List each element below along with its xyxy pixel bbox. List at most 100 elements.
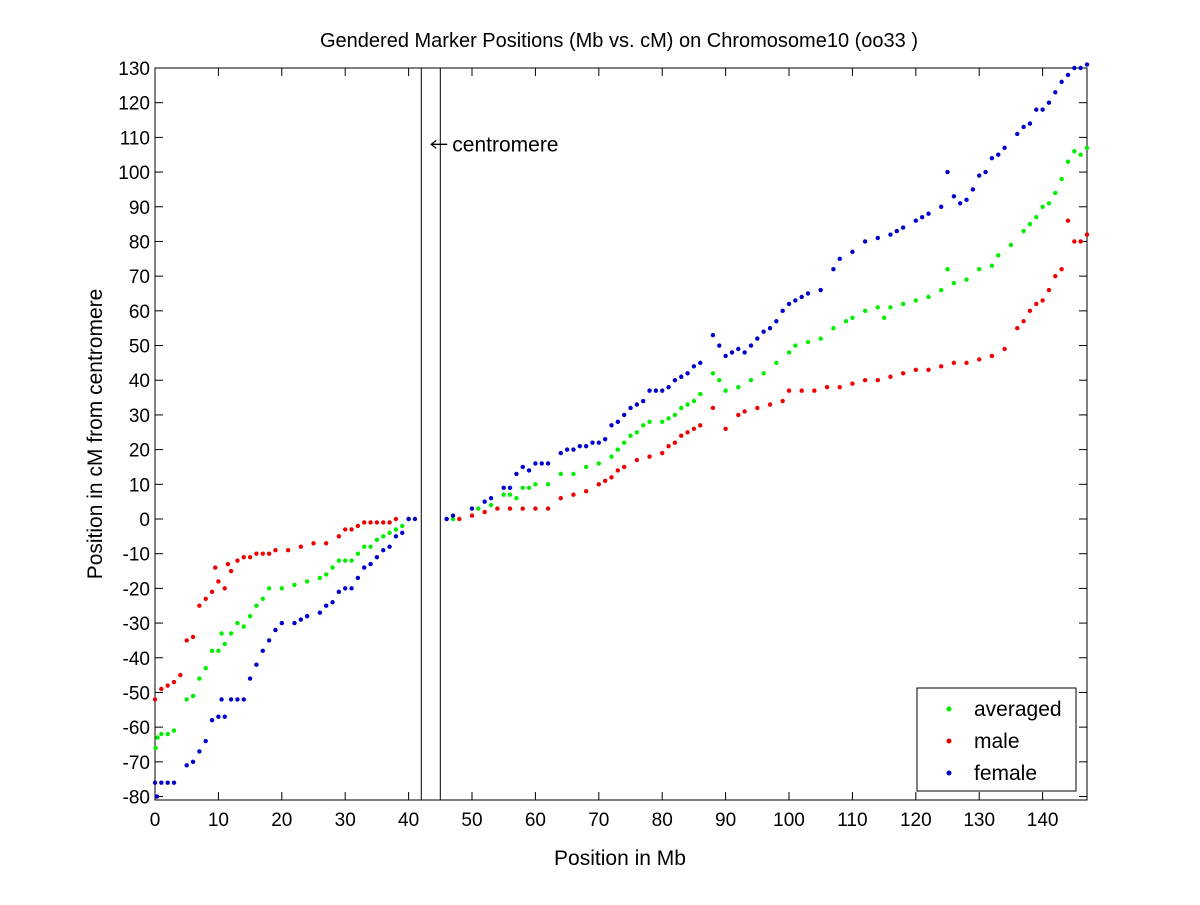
data-point-female — [774, 319, 779, 324]
data-point-averaged — [691, 398, 697, 404]
data-point-averaged — [1053, 190, 1058, 196]
data-point-male — [533, 506, 538, 511]
data-point-female — [1072, 65, 1077, 71]
data-point-male — [1072, 239, 1077, 244]
data-point-averaged — [938, 287, 944, 293]
data-point-averaged — [900, 301, 906, 307]
data-point-female — [615, 419, 621, 425]
data-point-male — [298, 544, 304, 549]
data-point-male — [355, 523, 361, 529]
data-point-female — [780, 308, 785, 314]
data-point-female — [533, 461, 538, 466]
data-point-averaged — [1021, 228, 1026, 234]
data-point-male — [203, 596, 208, 601]
data-point-male — [507, 506, 513, 511]
chart-title: Gendered Marker Positions (Mb vs. cM) on… — [320, 30, 918, 52]
data-point-male — [545, 506, 551, 511]
data-point-male — [190, 634, 196, 640]
data-point-averaged — [260, 596, 265, 601]
data-point-female — [660, 388, 665, 393]
data-point-female — [717, 343, 722, 348]
data-point-averaged — [818, 336, 823, 341]
data-point-male — [1040, 298, 1045, 303]
data-point-female — [1034, 107, 1039, 112]
data-point-averaged — [279, 586, 285, 591]
x-tick-label: 60 — [525, 810, 546, 831]
y-tick-label: 70 — [129, 267, 150, 288]
data-point-male — [222, 586, 227, 591]
data-point-female — [514, 471, 519, 477]
data-point-averaged — [165, 731, 170, 737]
data-point-female — [336, 589, 342, 595]
y-tick-label: -40 — [123, 649, 150, 670]
data-point-averaged — [621, 440, 627, 445]
y-tick-label: -30 — [123, 614, 150, 635]
data-point-female — [564, 447, 570, 452]
data-point-female — [723, 353, 728, 359]
y-tick-label: 40 — [129, 371, 150, 392]
data-point-averaged — [526, 485, 532, 490]
data-point-averaged — [476, 506, 481, 511]
data-point-averaged — [545, 482, 551, 487]
data-point-averaged — [736, 384, 741, 390]
data-point-female — [330, 600, 335, 605]
data-point-female — [216, 714, 221, 719]
data-point-averaged — [184, 697, 189, 702]
data-point-female — [957, 201, 963, 206]
data-point-male — [323, 541, 329, 546]
y-tick-label: 110 — [120, 128, 150, 149]
data-point-averaged — [501, 492, 506, 497]
data-point-male — [989, 353, 995, 359]
data-point-male — [393, 516, 399, 522]
data-point-male — [913, 367, 919, 373]
data-point-male — [609, 475, 614, 480]
data-point-male — [178, 672, 183, 678]
data-point-male — [1059, 267, 1064, 272]
data-point-female — [228, 697, 234, 702]
data-point-male — [583, 489, 589, 494]
data-point-female — [222, 714, 227, 719]
data-point-female — [254, 662, 259, 667]
data-point-female — [323, 603, 329, 608]
data-point-averaged — [571, 471, 576, 477]
data-point-averaged — [216, 648, 221, 654]
data-point-averaged — [330, 565, 335, 570]
data-point-female — [951, 194, 957, 199]
data-point-female — [862, 239, 868, 244]
data-point-averaged — [615, 447, 621, 452]
data-point-female — [1040, 107, 1045, 112]
data-point-female — [571, 447, 576, 452]
data-point-averaged — [266, 586, 272, 591]
data-point-female — [938, 204, 944, 209]
data-point-averaged — [989, 263, 995, 268]
data-point-female — [1078, 65, 1083, 71]
data-point-female — [1015, 131, 1020, 137]
data-point-female — [1059, 79, 1064, 85]
data-point-averaged — [241, 624, 246, 629]
data-point-female — [171, 780, 177, 785]
data-point-male — [558, 495, 563, 501]
data-point-averaged — [913, 298, 919, 303]
data-point-averaged — [609, 454, 614, 459]
data-point-averaged — [533, 482, 538, 487]
data-point-averaged — [634, 430, 640, 435]
data-point-female — [526, 468, 532, 473]
data-point-male — [824, 384, 830, 390]
data-point-male — [951, 360, 957, 366]
data-point-averaged — [219, 631, 224, 636]
data-point-male — [742, 409, 747, 414]
x-axis-title: Position in Mb — [554, 847, 686, 870]
data-point-averaged — [774, 360, 779, 366]
data-point-female — [184, 763, 189, 768]
data-point-male — [767, 402, 773, 407]
data-point-female — [647, 388, 652, 393]
legend-label-averaged: averaged — [974, 698, 1062, 721]
data-point-averaged — [235, 620, 240, 626]
data-point-male — [862, 378, 868, 383]
data-point-female — [292, 620, 297, 626]
data-point-male — [672, 440, 678, 445]
centromere-arrow-head — [430, 139, 437, 149]
data-point-female — [621, 412, 627, 418]
data-point-averaged — [793, 343, 798, 348]
